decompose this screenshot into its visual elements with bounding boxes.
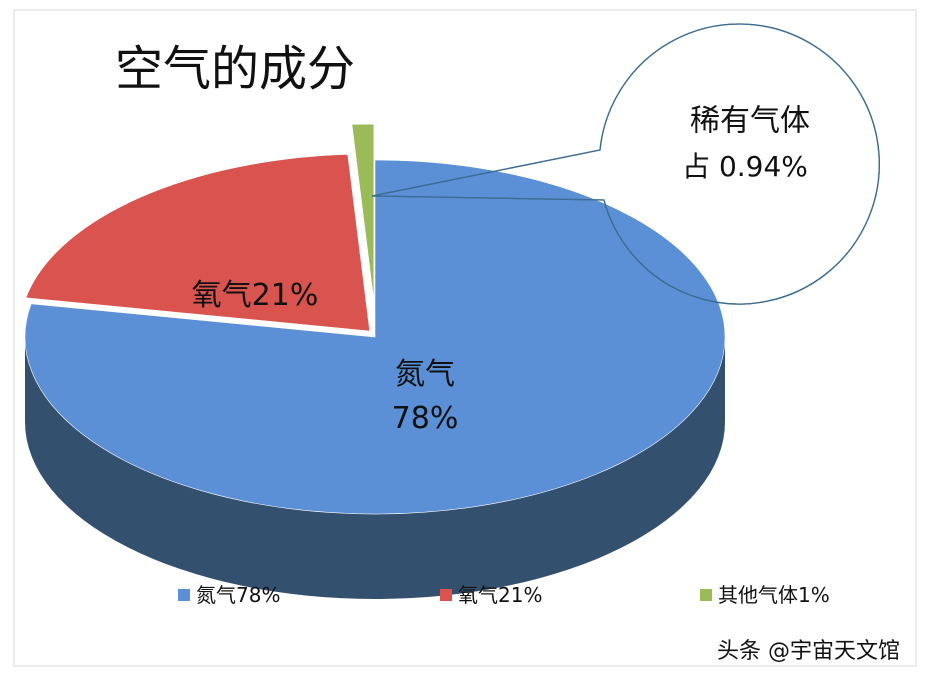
legend-label-part: 其他气体 (718, 583, 798, 607)
legend-label: 氮气78% (196, 583, 280, 607)
callout-text: 稀有气体 (690, 104, 810, 139)
legend-label-part: 78% (236, 583, 280, 607)
legend-label-part: 氮气 (196, 583, 236, 607)
data-label: 氧气21% (192, 278, 319, 313)
legend-swatch (700, 589, 712, 601)
slice (351, 123, 375, 302)
pie: 氮气 78% 氧气21% (24, 123, 726, 599)
chart-title: 空气的成分 (115, 41, 355, 97)
data-label: 氮气 78% (392, 357, 459, 436)
data-label-part: 78% (392, 401, 459, 436)
legend-label-part: 1% (798, 583, 830, 607)
legend-label-part: 氧气 (458, 583, 498, 607)
data-label-part: 氧气 (192, 278, 252, 313)
data-label-part: 氮气 (395, 357, 455, 392)
legend-label-part: 21% (498, 583, 542, 607)
data-label-part: 21% (252, 278, 319, 313)
callout-text: 占 0.94% (682, 150, 808, 183)
callout-outline (371, 23, 880, 305)
slice (25, 154, 371, 332)
legend-label: 其他气体1% (718, 583, 830, 607)
legend-swatch (440, 589, 452, 601)
slice-side (25, 337, 725, 599)
slice (24, 159, 726, 515)
legend-label: 氧气21% (458, 583, 542, 607)
watermark: 头条 @宇宙天文馆 (717, 639, 900, 664)
legend-swatch (178, 589, 190, 601)
